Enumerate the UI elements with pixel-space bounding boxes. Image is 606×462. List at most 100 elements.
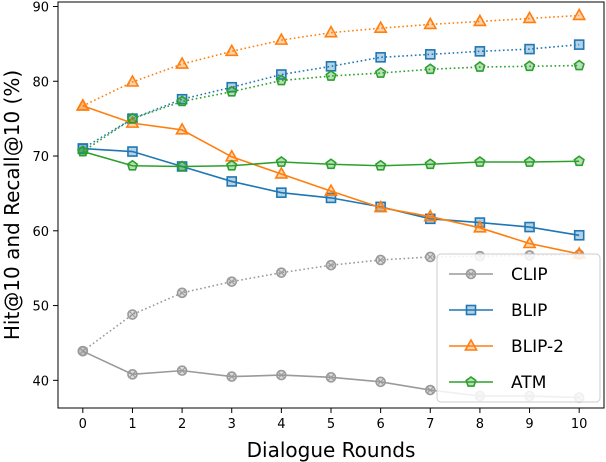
series-blip-dotted-point (573, 39, 585, 50)
series-blip-solid-point (226, 176, 238, 187)
x-axis-label: Dialogue Rounds (247, 438, 416, 462)
y-tick-label: 60 (32, 225, 49, 240)
series-clip-dotted-point (375, 254, 386, 266)
y-axis: 40 50 60 70 80 90 (32, 0, 58, 389)
series-atm-dotted-point (176, 95, 188, 107)
series-clip-solid-point (77, 345, 89, 357)
series-atm-solid-point (474, 156, 486, 167)
series-atm-solid-point (77, 145, 89, 157)
y-axis-label: Hit@10 and Recall@10 (%) (0, 70, 24, 340)
series-blip-2-dotted-point (373, 20, 388, 33)
series-atm-solid-point (424, 158, 436, 170)
legend-atm-label: ATM (511, 373, 546, 393)
series-blip-2-dotted-point (423, 16, 438, 30)
series-atm-dotted-point (424, 63, 436, 75)
series-blip-2-solid-line (82, 105, 580, 255)
series-atm-dotted-point (523, 60, 536, 72)
legend-box (436, 253, 601, 403)
series-atm-dotted-point (374, 67, 387, 78)
x-tick-label: 7 (426, 417, 434, 432)
series-clip-solid-point (325, 372, 337, 383)
series-blip-2-solid-point (324, 183, 338, 196)
series-blip-dotted-point (424, 49, 436, 60)
series-atm-solid-point (325, 158, 337, 170)
series-blip-2-dotted-point (472, 13, 487, 27)
series-blip-solid-line (82, 147, 580, 237)
series-blip-solid-point (276, 187, 287, 198)
series-blip-dotted-point (524, 43, 535, 55)
legend-atm-marker (465, 376, 477, 387)
series-blip-solid-point (127, 146, 138, 157)
y-tick-label: 70 (32, 150, 49, 165)
series-atm-dotted-point (126, 112, 139, 124)
legend-blip-2-marker (464, 338, 478, 351)
x-tick-label: 2 (178, 417, 186, 432)
series-blip-2-solid-point (373, 199, 388, 213)
y-tick-label: 50 (32, 300, 49, 315)
series-blip-dotted-point (474, 46, 486, 57)
y-tick-label: 40 (32, 374, 49, 389)
series-clip-dotted-point (276, 267, 287, 278)
series-blip-solid-point (573, 229, 585, 241)
plot-area (75, 7, 587, 403)
series-clip-dotted-point (325, 259, 337, 271)
series-atm-solid-line (82, 150, 580, 168)
x-tick-label: 5 (327, 417, 335, 432)
legend-blip-2-label: BLIP-2 (511, 337, 564, 357)
series-blip-2-solid-point (75, 98, 90, 111)
series-clip-solid-point (127, 369, 138, 380)
series-atm-dotted-point (474, 61, 486, 72)
series-atm-solid-point (523, 156, 536, 167)
x-tick-label: 1 (128, 417, 136, 432)
series-blip-2-dotted-point (175, 56, 190, 69)
series-clip-solid-point (276, 369, 287, 381)
series-atm-dotted-point (325, 70, 337, 81)
series-clip-solid-point (176, 365, 188, 376)
x-axis: 0 1 2 3 4 5 6 7 8 9 10 (79, 408, 588, 432)
series-atm-solid-point (573, 155, 585, 167)
series-clip-dotted-point (424, 251, 436, 263)
legend-blip-marker (465, 304, 477, 316)
x-tick-label: 9 (525, 417, 533, 432)
series-blip-dotted-point (375, 52, 386, 63)
series-clip-solid-point (375, 376, 386, 388)
x-tick-label: 4 (277, 417, 285, 432)
series-blip-solid-point (524, 221, 535, 233)
y-tick-label: 90 (32, 0, 49, 15)
x-tick-label: 3 (228, 417, 236, 432)
series-clip-solid-point (424, 384, 436, 396)
series-blip-2-dotted-point (125, 74, 140, 87)
series-blip-2-solid-point (274, 166, 289, 179)
series-clip-dotted-point (176, 287, 188, 299)
series-blip-2-dotted-point (522, 10, 537, 24)
series-blip-2-solid-point (224, 149, 239, 162)
series-blip-2-dotted-point (274, 32, 289, 45)
series-blip-2-solid-point (522, 235, 537, 249)
legend-blip-label: BLIP (511, 301, 547, 321)
x-tick-label: 6 (376, 417, 384, 432)
series-atm-solid-point (275, 156, 288, 167)
series-blip-2-dotted-point (224, 43, 239, 57)
series-atm-dotted-point (573, 59, 585, 71)
series-atm-dotted-line (82, 64, 580, 153)
y-tick-label: 80 (32, 75, 49, 90)
series-atm-solid-point (374, 159, 387, 171)
series-atm-dotted-point (275, 74, 288, 86)
legend-clip-label: CLIP (511, 265, 548, 285)
series-blip-2-dotted-point (572, 7, 587, 21)
series-blip-dotted-point (325, 61, 337, 72)
x-tick-label: 10 (571, 417, 588, 432)
x-tick-label: 0 (79, 417, 87, 432)
series-clip-dotted-point (226, 276, 238, 287)
series-atm-solid-point (226, 159, 238, 171)
series-blip-2-solid-point (175, 122, 190, 135)
series-blip-solid-point (325, 192, 337, 204)
series-atm-solid-point (176, 160, 188, 172)
series-clip-solid-point (226, 371, 238, 382)
legend: CLIP BLIP BLIP-2 ATM (436, 253, 601, 403)
x-tick-label: 8 (476, 417, 484, 432)
series-atm-solid-point (126, 159, 139, 171)
series-blip-2-solid-point (423, 208, 438, 222)
series-blip-2-dotted-point (324, 25, 338, 38)
